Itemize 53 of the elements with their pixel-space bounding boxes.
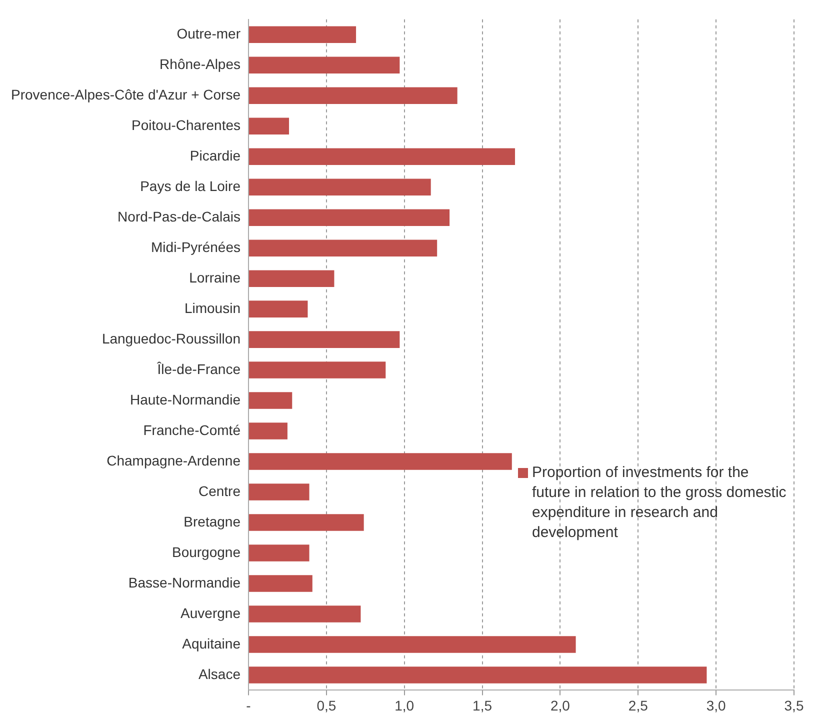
- y-tick-label: Basse-Normandie: [128, 574, 241, 590]
- y-tick-label: Aquitaine: [182, 635, 241, 652]
- y-tick-label: Midi-Pyrénées: [151, 238, 240, 255]
- bar: [248, 118, 290, 135]
- y-tick-label: Outre-mer: [176, 26, 241, 42]
- bar: [248, 178, 431, 196]
- y-tick-label: Auvergne: [180, 604, 241, 621]
- y-tick-label: Haute-Normandie: [130, 391, 241, 408]
- bar: [248, 209, 450, 226]
- bar: [248, 87, 458, 104]
- bar: [248, 362, 386, 378]
- y-tick-label: Bretagne: [184, 513, 241, 530]
- y-tick-label: Pays de la Loire: [140, 178, 241, 194]
- bar: [248, 575, 312, 592]
- y-tick-label: Picardie: [190, 147, 241, 164]
- x-tick-label: 2,0: [550, 697, 570, 714]
- bar: [248, 484, 310, 500]
- y-tick-label: Nord-Pas-de-Calais: [118, 208, 240, 224]
- x-tick-label: 3,0: [706, 697, 726, 714]
- bar: [248, 666, 707, 684]
- x-tick-label: 1,5: [472, 697, 492, 714]
- bar: [248, 514, 364, 531]
- bar: [248, 240, 438, 256]
- legend-label: Proportion of investments for the future in relation to the gross domestic expenditure in research and development: [532, 463, 788, 543]
- bar: [248, 300, 308, 318]
- bar: [248, 606, 361, 622]
- y-tick-label: Languedoc-Roussillon: [102, 330, 240, 346]
- x-tick-label: -: [246, 697, 252, 714]
- bar: [248, 331, 400, 348]
- y-tick-label: Champagne-Ardenne: [106, 452, 241, 468]
- y-tick-label: Île-de-France: [156, 360, 241, 377]
- y-tick-label: Franche-Comté: [143, 422, 241, 438]
- x-tick-label: 2,5: [628, 697, 648, 714]
- x-tick-label: 3,5: [784, 697, 804, 714]
- bar: [248, 544, 310, 562]
- y-tick-label: Bourgogne: [172, 544, 241, 560]
- x-tick-label: 0,5: [316, 697, 336, 714]
- y-tick-label: Provence-Alpes-Côte d'Azur + Corse: [10, 86, 241, 102]
- y-tick-label: Lorraine: [189, 269, 241, 286]
- bar: [248, 422, 288, 440]
- bar: [248, 26, 356, 44]
- bar: [248, 270, 334, 287]
- y-tick-label: Alsace: [198, 666, 241, 682]
- bar: [248, 148, 516, 165]
- bar: [248, 453, 512, 470]
- bar: [248, 392, 292, 409]
- bar: [248, 636, 576, 653]
- y-tick-label: Limousin: [184, 300, 240, 316]
- y-tick-label: Poitou-Charentes: [132, 116, 240, 133]
- y-tick-label: Centre: [198, 482, 241, 499]
- y-tick-label: Rhône-Alpes: [160, 56, 240, 72]
- x-tick-label: 1,0: [394, 697, 414, 714]
- bar: [248, 56, 400, 74]
